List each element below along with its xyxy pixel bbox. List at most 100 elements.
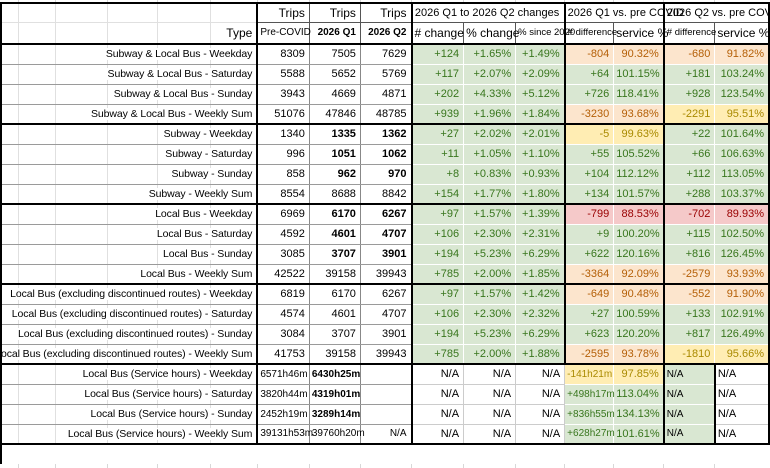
trips-cell[interactable]: N/A xyxy=(360,424,413,445)
corner-cell[interactable] xyxy=(0,2,259,23)
data-cell[interactable]: +2.00% xyxy=(463,344,517,365)
data-cell[interactable]: 92.09% xyxy=(613,264,665,285)
trips-cell[interactable]: 1062 xyxy=(360,144,413,165)
row-label-cell[interactable]: Local Bus (Service hours) - Saturday xyxy=(0,384,259,405)
trips-cell[interactable]: 1335 xyxy=(309,124,361,145)
trips-cell[interactable]: 39158 xyxy=(309,344,361,365)
trips-cell[interactable]: 4601 xyxy=(309,224,361,245)
data-cell[interactable]: 105.52% xyxy=(613,144,665,165)
data-cell[interactable]: 134.13% xyxy=(613,404,665,425)
data-cell[interactable]: +2.31% xyxy=(515,224,566,245)
trips-header-q1[interactable]: Trips xyxy=(309,2,361,23)
data-cell[interactable]: +1.42% xyxy=(515,284,566,305)
data-cell[interactable]: N/A xyxy=(515,384,566,405)
data-cell[interactable]: +11 xyxy=(411,144,465,165)
data-cell[interactable]: +1.88% xyxy=(515,344,566,365)
data-cell[interactable]: +939 xyxy=(411,104,465,125)
data-cell[interactable]: +1.39% xyxy=(515,204,566,225)
data-cell[interactable]: +1.57% xyxy=(463,204,517,225)
data-cell[interactable]: 101.57% xyxy=(613,184,665,205)
trips-cell[interactable]: 3901 xyxy=(360,324,413,345)
data-cell[interactable]: +623 xyxy=(564,324,615,345)
trips-cell[interactable]: 4319h01m xyxy=(309,384,361,405)
data-cell[interactable]: +181 xyxy=(663,64,716,85)
col-header-q1-difference[interactable]: # difference xyxy=(564,22,617,45)
trips-cell[interactable]: 39943 xyxy=(360,344,413,365)
data-cell[interactable]: +628h27m xyxy=(564,424,615,445)
data-cell[interactable]: 99.63% xyxy=(613,124,665,145)
data-cell[interactable]: -2579 xyxy=(663,264,716,285)
data-cell[interactable]: +66 xyxy=(663,144,716,165)
data-cell[interactable]: 100.59% xyxy=(613,304,665,325)
trips-cell[interactable]: 3707 xyxy=(309,244,361,265)
trips-cell[interactable]: 1362 xyxy=(360,124,413,145)
trips-cell[interactable]: 3289h14m xyxy=(309,404,361,425)
row-label-cell[interactable]: Subway - Saturday xyxy=(0,144,259,165)
data-cell[interactable]: 101.61% xyxy=(613,424,665,445)
col-header-num-change[interactable]: # change xyxy=(411,22,465,45)
trips-cell[interactable]: 1340 xyxy=(257,124,310,145)
trips-cell[interactable]: 39158 xyxy=(309,264,361,285)
data-cell[interactable]: +106 xyxy=(411,224,465,245)
data-cell[interactable]: +288 xyxy=(663,184,716,205)
data-cell[interactable]: +2.32% xyxy=(515,304,566,325)
data-cell[interactable]: N/A xyxy=(411,404,465,425)
data-cell[interactable]: 88.53% xyxy=(613,204,665,225)
data-cell[interactable]: 89.93% xyxy=(714,204,770,225)
row-label-cell[interactable]: Local Bus (excluding discontinued routes… xyxy=(0,344,259,365)
data-cell[interactable]: +6.29% xyxy=(515,244,566,265)
data-cell[interactable]: -141h21m xyxy=(564,364,615,385)
data-cell[interactable]: 93.68% xyxy=(613,104,665,125)
trips-cell[interactable]: 6170 xyxy=(309,284,361,305)
col-header-2026q1[interactable]: 2026 Q1 xyxy=(309,22,361,45)
trips-cell[interactable]: 48785 xyxy=(360,104,413,125)
trips-cell[interactable]: 4592 xyxy=(257,224,310,245)
data-cell[interactable]: +8 xyxy=(411,164,465,185)
trips-cell[interactable]: 39760h20m xyxy=(309,424,365,445)
data-cell[interactable]: -3364 xyxy=(564,264,615,285)
trips-cell[interactable]: 6571h46m xyxy=(257,364,310,385)
data-cell[interactable]: N/A xyxy=(515,424,566,445)
data-cell[interactable]: +0.83% xyxy=(463,164,517,185)
trips-cell[interactable]: 970 xyxy=(360,164,413,185)
trips-cell[interactable]: 858 xyxy=(257,164,310,185)
trips-cell[interactable]: 8309 xyxy=(257,44,310,65)
data-cell[interactable]: +2.09% xyxy=(515,64,566,85)
data-cell[interactable]: N/A xyxy=(714,364,770,385)
data-cell[interactable]: +112 xyxy=(663,164,716,185)
data-cell[interactable]: 101.15% xyxy=(613,64,665,85)
data-cell[interactable]: -680 xyxy=(663,44,716,65)
trips-cell[interactable]: 3085 xyxy=(257,244,310,265)
row-label-cell[interactable]: Subway - Weekday xyxy=(0,124,259,145)
data-cell[interactable]: N/A xyxy=(714,404,770,425)
row-label-cell[interactable]: Local Bus (excluding discontinued routes… xyxy=(0,324,259,345)
data-cell[interactable]: +498h17m xyxy=(564,384,615,405)
data-cell[interactable]: +27 xyxy=(564,304,615,325)
row-label-cell[interactable]: Subway - Weekly Sum xyxy=(0,184,259,205)
data-cell[interactable]: +622 xyxy=(564,244,615,265)
trips-cell[interactable]: 962 xyxy=(309,164,361,185)
data-cell[interactable]: 93.78% xyxy=(613,344,665,365)
data-cell[interactable]: 126.45% xyxy=(714,244,770,265)
trips-cell[interactable]: 4601 xyxy=(309,304,361,325)
trips-cell[interactable]: 5769 xyxy=(360,64,413,85)
data-cell[interactable]: +5.23% xyxy=(463,244,517,265)
data-cell[interactable]: +97 xyxy=(411,204,465,225)
data-cell[interactable]: +1.85% xyxy=(515,264,566,285)
trips-cell[interactable]: 39943 xyxy=(360,264,413,285)
data-cell[interactable]: +816 xyxy=(663,244,716,265)
col-header-q1-service-pct[interactable]: service % xyxy=(613,22,668,45)
data-cell[interactable]: +64 xyxy=(564,64,615,85)
data-cell[interactable]: 90.48% xyxy=(613,284,665,305)
data-cell[interactable]: +1.80% xyxy=(515,184,566,205)
trips-cell[interactable] xyxy=(360,364,413,385)
data-cell[interactable]: N/A xyxy=(714,424,770,445)
row-label-cell[interactable]: Local Bus (excluding discontinued routes… xyxy=(0,304,259,325)
row-label-cell[interactable]: Subway & Local Bus - Saturday xyxy=(0,64,259,85)
data-cell[interactable]: -2595 xyxy=(564,344,615,365)
data-cell[interactable]: 120.16% xyxy=(613,244,665,265)
col-header-pct-change[interactable]: % change xyxy=(463,22,519,45)
col-header-2026q2[interactable]: 2026 Q2 xyxy=(360,22,413,45)
data-cell[interactable]: -5 xyxy=(564,124,615,145)
trips-cell[interactable] xyxy=(360,404,413,425)
